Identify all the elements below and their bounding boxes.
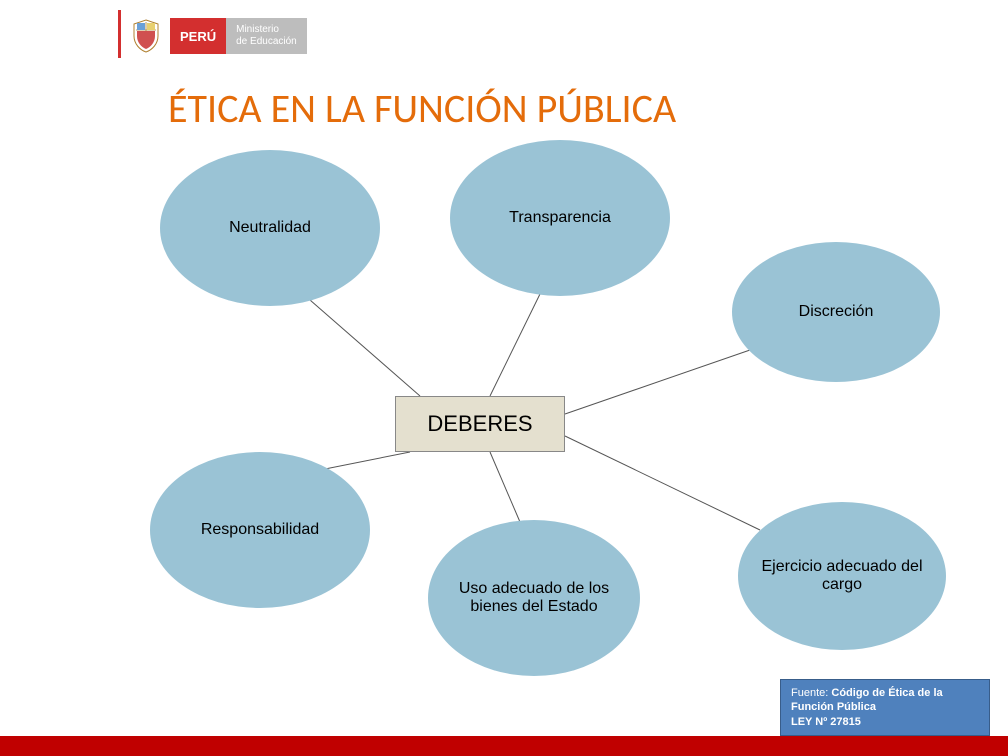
center-node: DEBERES [395,396,565,452]
node-uso: Uso adecuado de los bienes del Estado [428,520,640,676]
source-line2: LEY Nº 27815 [791,716,861,728]
node-responsabilidad: Responsabilidad [150,452,370,608]
node-neutralidad: Neutralidad [160,150,380,306]
footer-bar [0,736,1008,756]
source-citation: Fuente: Código de Ética de la Función Pú… [780,679,990,736]
node-ejercicio: Ejercicio adecuado del cargo [738,502,946,650]
node-transparencia: Transparencia [450,140,670,296]
source-prefix: Fuente: [791,687,828,699]
diagram-canvas: DEBERES Neutralidad Transparencia Discreció… [0,0,1008,756]
node-discrecion: Discreción [732,242,940,382]
